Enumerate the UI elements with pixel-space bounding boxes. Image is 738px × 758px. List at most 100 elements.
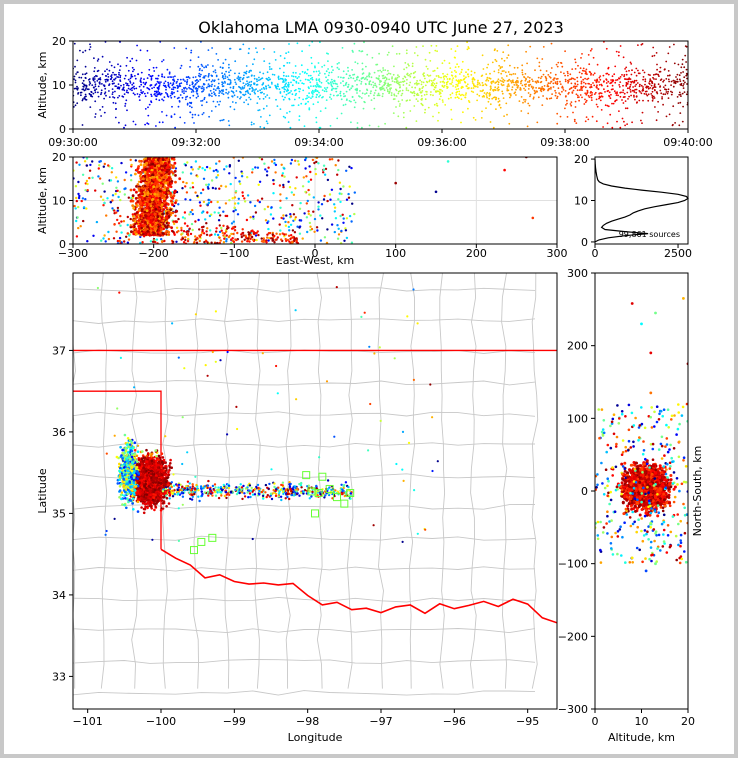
chart-title: Oklahoma LMA 0930-0940 UTC June 27, 2023 <box>198 18 564 37</box>
xtick-label: 100 <box>385 247 406 260</box>
ylabel: Latitude <box>36 468 49 514</box>
county-line <box>470 273 477 689</box>
county-line <box>73 690 536 696</box>
xtick-label: 2500 <box>664 247 692 260</box>
county-line <box>254 273 261 689</box>
lma-station-marker <box>302 471 311 480</box>
ytick-label: 34 <box>52 589 66 602</box>
county-line <box>73 380 536 386</box>
lma-station-marker <box>197 537 206 546</box>
ytick-label: −300 <box>558 703 588 716</box>
county-line <box>531 273 539 689</box>
county-line <box>285 273 292 689</box>
ytick-label: 33 <box>52 670 66 683</box>
ytick-label: 0 <box>59 123 66 136</box>
county-line <box>377 273 384 689</box>
east-west-points <box>73 157 535 244</box>
xtick-label: 09:40:00 <box>663 136 712 149</box>
xtick-label: 20 <box>681 715 695 728</box>
county-line <box>73 628 536 634</box>
county-line <box>73 596 536 603</box>
county-line <box>73 442 535 448</box>
map-axes <box>72 272 558 710</box>
lma-station-marker <box>314 489 323 498</box>
xtick-label: 0 <box>592 247 599 260</box>
county-line <box>193 273 200 689</box>
lma-station-marker <box>208 533 217 542</box>
xtick-label: 09:34:00 <box>294 136 343 149</box>
xtick-label: 0 <box>312 247 319 260</box>
county-line <box>346 273 354 689</box>
map-layer <box>73 273 557 696</box>
county-line <box>439 273 446 689</box>
lma-station-marker <box>318 472 327 481</box>
xtick-label: −97 <box>369 715 392 728</box>
xtick-label: 09:36:00 <box>417 136 466 149</box>
xtick-label: −98 <box>296 715 319 728</box>
xtick-label: 300 <box>547 247 568 260</box>
county-line <box>316 273 323 689</box>
lma-station-marker <box>340 499 349 508</box>
ytick-label: 36 <box>52 426 66 439</box>
altitude-histogram-line <box>594 159 689 243</box>
ytick-label: 0 <box>581 485 588 498</box>
ytick-label: 37 <box>52 344 66 357</box>
county-line <box>73 411 536 417</box>
xlabel: Longitude <box>288 731 343 744</box>
ytick-label: 10 <box>574 195 588 208</box>
xtick-label: −300 <box>58 247 88 260</box>
ytick-label: 20 <box>574 153 588 166</box>
xtick-label: −101 <box>73 715 103 728</box>
county-line <box>73 287 536 293</box>
state-border-red-river <box>160 548 557 624</box>
lma-station-marker <box>325 484 334 493</box>
xtick-label: 0 <box>592 715 599 728</box>
ytick-label: 0 <box>581 236 588 249</box>
xtick-label: 200 <box>466 247 487 260</box>
county-line <box>408 273 416 689</box>
ytick-label: −100 <box>558 558 588 571</box>
xtick-label: −95 <box>516 715 539 728</box>
xtick-label: −99 <box>223 715 246 728</box>
lma-station-marker <box>311 509 319 518</box>
ytick-label: 200 <box>567 340 588 353</box>
ytick-label: 300 <box>567 267 588 280</box>
lma-station-marker <box>346 489 355 498</box>
ylabel: North-South, km <box>691 446 704 537</box>
lma-station-marker <box>333 493 341 502</box>
xlabel: East-West, km <box>276 254 354 267</box>
ytick-label: 100 <box>567 412 588 425</box>
county-line <box>73 659 536 664</box>
xtick-label: 09:30:00 <box>48 136 97 149</box>
lma-station-marker <box>190 546 198 555</box>
county-line <box>73 318 536 324</box>
xtick-label: −96 <box>443 715 466 728</box>
county-line <box>73 566 536 572</box>
time-altitude-points <box>73 41 688 129</box>
ylabel: Altitude, km <box>36 167 49 234</box>
ytick-label: 35 <box>52 507 66 520</box>
xtick-label: −100 <box>146 715 176 728</box>
xlabel: Altitude, km <box>608 731 675 744</box>
county-line <box>224 273 231 689</box>
ylabel: Altitude, km <box>36 51 49 118</box>
north-south-points <box>595 297 688 573</box>
xtick-label: 09:32:00 <box>171 136 220 149</box>
county-line <box>73 535 536 541</box>
county-line <box>100 273 108 689</box>
map-points <box>96 286 439 544</box>
ytick-label: 20 <box>52 35 66 48</box>
ytick-label: 10 <box>52 195 66 208</box>
ytick-label: 0 <box>59 238 66 251</box>
xtick-label: 10 <box>635 715 649 728</box>
ytick-label: 20 <box>52 151 66 164</box>
xtick-label: −200 <box>139 247 169 260</box>
source-count-annotation: 99,861 sources <box>619 230 680 239</box>
county-line <box>73 504 536 510</box>
ytick-label: 10 <box>52 79 66 92</box>
county-line <box>501 273 508 689</box>
xtick-label: 09:38:00 <box>540 136 589 149</box>
ytick-label: −200 <box>558 630 588 643</box>
